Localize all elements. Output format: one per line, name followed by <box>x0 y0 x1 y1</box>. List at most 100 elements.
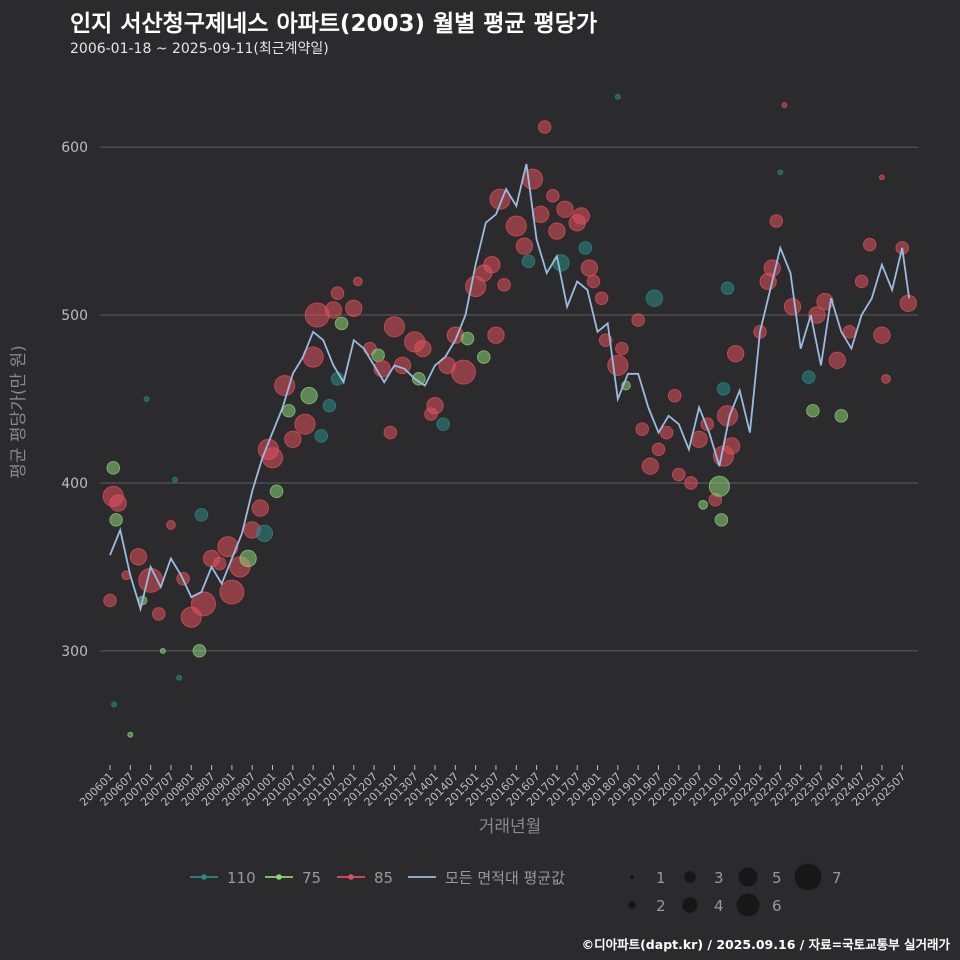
point-110 <box>614 93 621 100</box>
point-75 <box>371 348 385 363</box>
point-85 <box>352 276 363 287</box>
point-85 <box>873 326 891 344</box>
point-85 <box>828 351 846 370</box>
y-tick-label: 400 <box>61 476 88 492</box>
point-85 <box>572 207 590 225</box>
point-85 <box>217 536 239 558</box>
point-85 <box>138 567 164 593</box>
point-85 <box>414 339 432 358</box>
point-85 <box>330 286 345 301</box>
point-85 <box>641 457 660 475</box>
point-75 <box>708 475 731 497</box>
point-85 <box>881 373 891 384</box>
point-85 <box>607 354 629 377</box>
point-85 <box>483 255 501 274</box>
point-75 <box>127 731 134 738</box>
point-75 <box>106 461 121 475</box>
legend-label-avg: 모든 면적대 평균값 <box>445 869 565 887</box>
point-75 <box>192 644 207 658</box>
point-110 <box>176 674 183 681</box>
point-85 <box>667 388 682 403</box>
y-tick-label: 300 <box>61 644 88 660</box>
grid-lines <box>100 146 918 652</box>
point-85 <box>497 278 511 292</box>
legend-size-dot <box>628 901 636 909</box>
point-85 <box>450 359 476 385</box>
average-line <box>109 163 910 613</box>
point-110 <box>322 398 337 413</box>
point-110 <box>255 524 274 543</box>
point-85 <box>878 174 885 181</box>
legend-size-dot <box>630 875 634 879</box>
point-85 <box>505 215 527 237</box>
point-85 <box>671 467 686 482</box>
point-85 <box>345 299 363 318</box>
point-85 <box>631 313 645 327</box>
scatter-points <box>102 93 918 738</box>
point-110 <box>645 289 664 307</box>
point-85 <box>487 326 505 344</box>
point-85 <box>151 607 166 621</box>
point-110 <box>111 701 118 708</box>
point-85 <box>294 413 316 435</box>
point-75 <box>834 408 849 423</box>
point-85 <box>212 556 227 571</box>
point-85 <box>783 297 802 316</box>
y-axis-label: 평균 평당가(만 원) <box>9 345 29 479</box>
point-75 <box>334 316 349 331</box>
point-75 <box>109 513 123 527</box>
point-85 <box>190 591 216 617</box>
point-85 <box>129 548 148 566</box>
legend-size-label: 7 <box>832 869 842 887</box>
point-110 <box>720 281 735 295</box>
point-85 <box>537 120 552 134</box>
point-85 <box>651 442 666 457</box>
legend-dot-85 <box>348 874 354 880</box>
point-85 <box>862 237 877 252</box>
point-85 <box>219 579 245 605</box>
point-85 <box>548 222 566 240</box>
legend-label-75: 75 <box>302 869 321 887</box>
point-85 <box>251 499 270 517</box>
chart-subtitle: 2006-01-18 ~ 2025-09-11(최근계약일) <box>70 41 329 57</box>
point-75 <box>269 484 284 499</box>
legend-size-dot <box>684 871 696 883</box>
point-85 <box>324 301 343 319</box>
point-85 <box>854 274 869 289</box>
point-110 <box>801 370 816 384</box>
point-75 <box>698 499 709 510</box>
point-85 <box>580 259 599 277</box>
x-axis-label: 거래년월 <box>479 817 542 837</box>
point-85 <box>284 430 302 448</box>
y-tick-label: 500 <box>61 308 88 324</box>
point-85 <box>726 344 745 363</box>
point-110 <box>172 476 179 483</box>
point-85 <box>274 374 296 397</box>
point-85 <box>546 189 560 203</box>
point-85 <box>531 205 550 224</box>
point-75 <box>300 386 318 405</box>
point-75 <box>476 350 491 364</box>
point-110 <box>194 508 209 522</box>
y-axis-ticks: 300 400 500 600 <box>61 140 88 660</box>
legend-size-label: 3 <box>714 869 724 887</box>
legend-size-dot <box>738 867 758 887</box>
point-85 <box>594 291 609 306</box>
point-85 <box>383 316 405 338</box>
legend-dot-110 <box>201 874 207 880</box>
point-110 <box>314 429 329 443</box>
point-110 <box>578 241 593 255</box>
legend-size-label: 5 <box>772 869 782 887</box>
point-85 <box>109 494 127 512</box>
point-85 <box>556 200 574 218</box>
point-110 <box>143 395 150 402</box>
point-85 <box>383 425 398 440</box>
point-75 <box>806 403 820 418</box>
x-axis-ticks: 2006012006072007012007072008012008072009… <box>77 765 908 809</box>
point-85 <box>808 306 826 324</box>
point-85 <box>489 188 511 210</box>
point-85 <box>722 437 741 455</box>
point-85 <box>166 520 176 530</box>
point-75 <box>281 403 296 418</box>
